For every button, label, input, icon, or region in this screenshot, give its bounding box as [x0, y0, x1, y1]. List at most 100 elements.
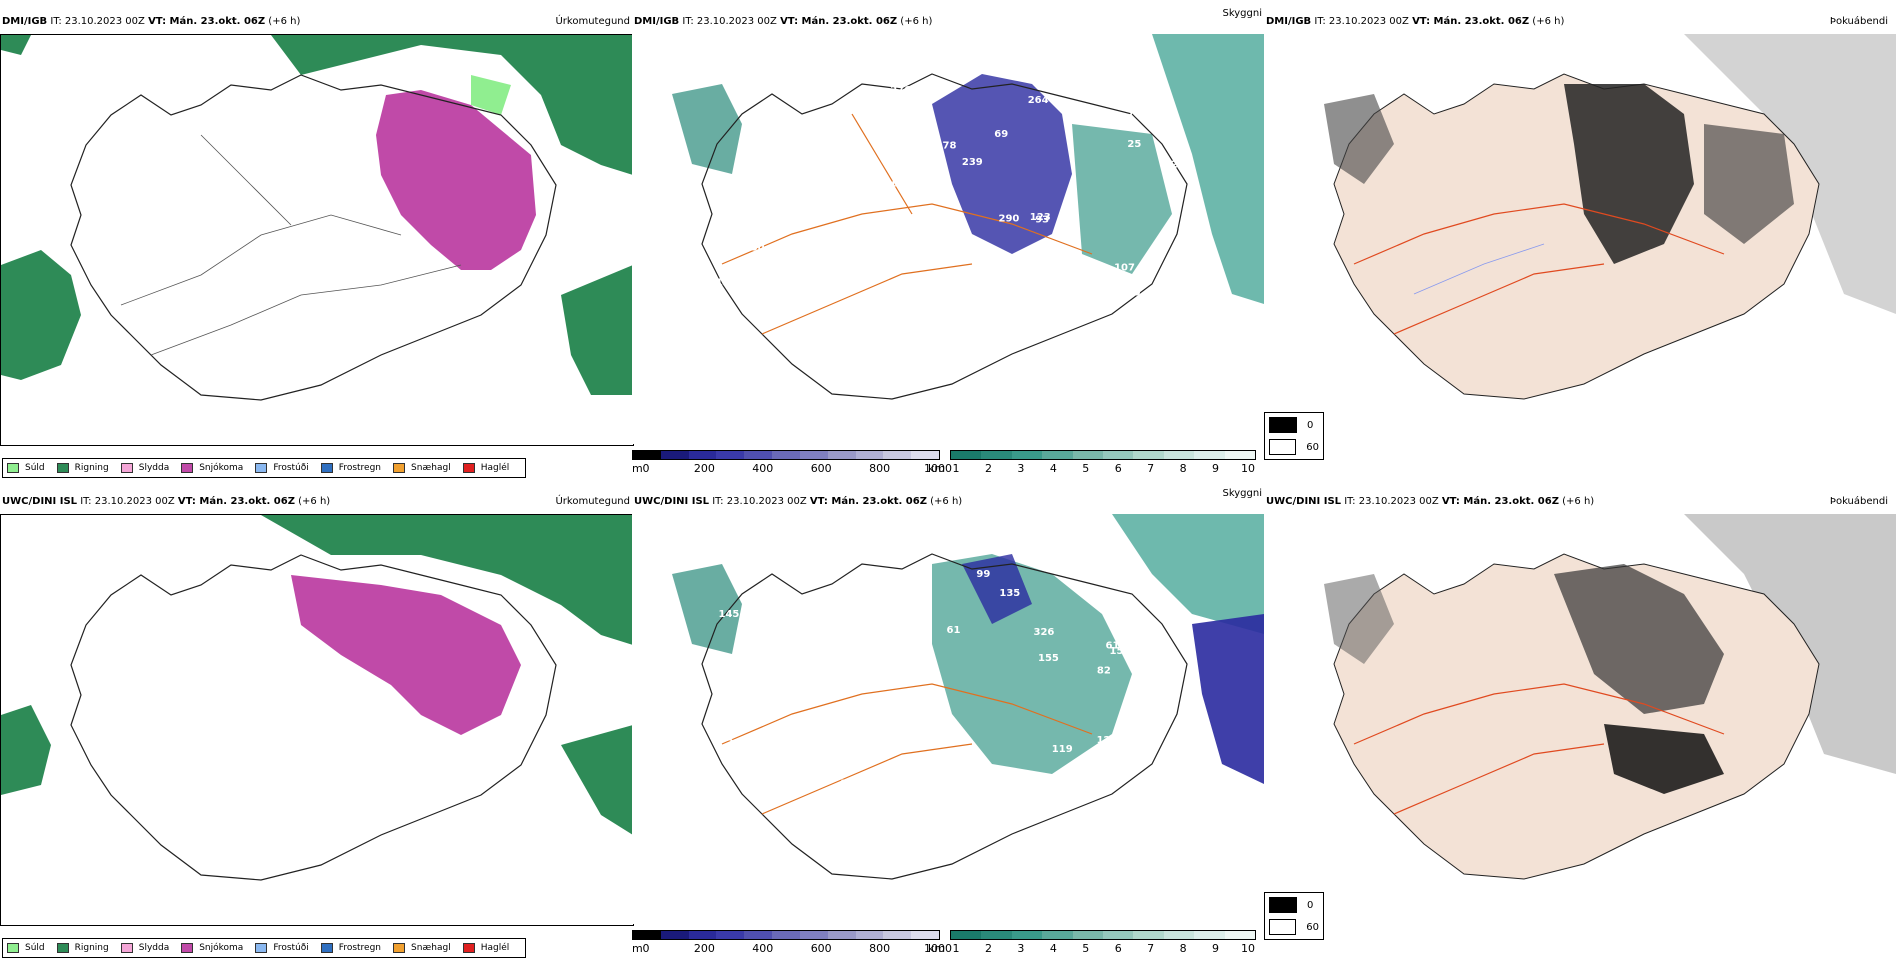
cloudbase-value-label: 216 [1171, 159, 1192, 170]
land [1333, 73, 1820, 400]
cloudbase-visibility-panel-bottom: UWC/DINI ISL IT: 23.10.2023 00Z VT: Mán.… [632, 488, 1264, 957]
tick-label: 0 [642, 942, 650, 955]
panel-title: Skyggni [1222, 488, 1262, 499]
fog-panel-top: DMI/IGB IT: 23.10.2023 00Z VT: Mán. 23.o… [1264, 12, 1896, 477]
tick-label: 9 [1212, 462, 1220, 475]
panel-title: Skyggni [1222, 8, 1262, 19]
cloudbase-value-label: 116 [730, 683, 751, 694]
visibility-colorbar: km 1 2 3 4 5 6 7 8 9 10 [928, 450, 1260, 484]
fog-dense [1604, 724, 1724, 794]
cloudbase-value-label: 188 [890, 166, 911, 177]
cloudbase-value-label: 194 [914, 733, 935, 744]
cloudbase-value-label: 123 [1146, 646, 1167, 657]
legend-item: Frostregn [320, 463, 381, 473]
cloudbase-value-label: 61 [947, 625, 961, 636]
cloudbase-value-label: 118 [738, 687, 759, 698]
unit-label: m [632, 942, 643, 955]
cloudbase-value-label: 80 [844, 145, 858, 156]
fog-dense [1564, 84, 1694, 264]
cloudbase-value-label: 164 [759, 291, 780, 302]
fog-legend: 0 60 [1264, 412, 1324, 460]
cloudbase-value-label: 290 [999, 213, 1020, 224]
tick-label: 600 [810, 942, 832, 955]
precip-legend: Súld Rigning Slydda Snjókoma Frostúði Fr… [2, 938, 527, 958]
sea-cloud [1192, 614, 1264, 784]
tick-label: 800 [869, 942, 891, 955]
panel-header: UWC/DINI ISL IT: 23.10.2023 00Z VT: Mán.… [2, 496, 331, 507]
tick-label: 8 [1179, 462, 1187, 475]
cloudbase-value-label: 93 [1035, 215, 1049, 226]
snow-area [376, 90, 536, 270]
tick-label: 3 [1017, 942, 1025, 955]
cloudbase-value-label: 69 [994, 129, 1008, 140]
cloudbase-value-label: 239 [962, 157, 983, 168]
cloudbase-value-label: 119 [1052, 744, 1073, 755]
cloudbase-colorbar: m 0 200 400 600 800 1000 [632, 450, 952, 484]
tick-label: 800 [869, 462, 891, 475]
fog-dense [1324, 94, 1394, 184]
unit-label: m [632, 462, 643, 475]
legend-item: Rigning [56, 943, 109, 953]
fog-map [1264, 34, 1896, 444]
cloudbase-colorbar: m 0 200 400 600 800 1000 [632, 930, 952, 964]
cloudbase-value-label: 157 [984, 769, 1005, 780]
cloudbase-value-label: 139 [1124, 580, 1145, 591]
cloud-area [672, 564, 742, 654]
panel-title: Úrkomutegund [555, 496, 630, 507]
fog-legend: 0 60 [1264, 892, 1324, 940]
iceland-coast [701, 553, 1188, 880]
sea-fog [1684, 34, 1896, 314]
fog-map [1264, 514, 1896, 924]
precip-type-panel-bottom: UWC/DINI ISL IT: 23.10.2023 00Z VT: Mán.… [0, 492, 634, 958]
cloudbase-value-label: 145 [719, 609, 740, 620]
cloudbase-value-label: 131 [806, 241, 827, 252]
tick-label: 5 [1082, 942, 1090, 955]
cloudbase-value-label: 399 [1120, 288, 1141, 299]
tick-label: 200 [693, 462, 715, 475]
tick-label: 6 [1114, 462, 1122, 475]
cloudbase-value-label: 107 [907, 738, 928, 749]
tick-label: 4 [1049, 942, 1057, 955]
cloudbase-value-label: 13 [840, 779, 854, 790]
legend-item: Snæhagl [393, 943, 451, 953]
cloudbase-value-label: 152 [1110, 646, 1131, 657]
tick-label: 7 [1147, 462, 1155, 475]
iceland-coast [701, 73, 1188, 400]
cloudbase-value-label: 378 [936, 141, 957, 152]
precip-legend: Súld Rigning Slydda Snjókoma Frostúði Fr… [2, 458, 527, 478]
cloudbase-value-label: 109 [780, 155, 801, 166]
cloudbase-value-label: 181 [803, 119, 824, 130]
legend-item: Frostúði [255, 463, 309, 473]
cloudbase-value-label: 51 [731, 763, 745, 774]
tick-label: 10 [1241, 462, 1255, 475]
tick-label: 600 [810, 462, 832, 475]
cloudbase-value-label: 276 [890, 85, 911, 96]
tick-label: 7 [1147, 942, 1155, 955]
rain-area [561, 265, 633, 395]
legend-item: Slydda [120, 463, 169, 473]
cloudbase-value-label: 61 [1106, 640, 1120, 651]
drizzle-area [471, 75, 511, 115]
tick-label: 0 [642, 462, 650, 475]
cloudbase-value-label: 123 [1030, 212, 1051, 223]
panel-title: Úrkomutegund [555, 16, 630, 27]
legend-item: Snæhagl [393, 463, 451, 473]
tick-label: 5 [1082, 462, 1090, 475]
legend-item: Frostúði [255, 943, 309, 953]
cloud-area [932, 554, 1132, 774]
visibility-colorbar: km 1 2 3 4 5 6 7 8 9 10 [928, 930, 1260, 964]
cloudbase-value-label: 41 [888, 118, 902, 129]
rain-area [261, 515, 633, 645]
iceland-coast [70, 554, 557, 881]
cloudbase-value-label: 161 [885, 257, 906, 268]
cloudbase-value-label: 135 [999, 588, 1020, 599]
cloudbase-value-label: 265 [790, 628, 811, 639]
fog-dense [1704, 124, 1794, 244]
cloudbase-value-label: 93 [836, 744, 850, 755]
cloudbase-value-label: 237 [727, 738, 748, 749]
cloudbase-value-label: 123 [1082, 287, 1103, 298]
tick-label: 200 [693, 942, 715, 955]
tick-label: 2 [984, 942, 992, 955]
fog-dense [1324, 574, 1394, 664]
fog-dense [1554, 564, 1724, 714]
